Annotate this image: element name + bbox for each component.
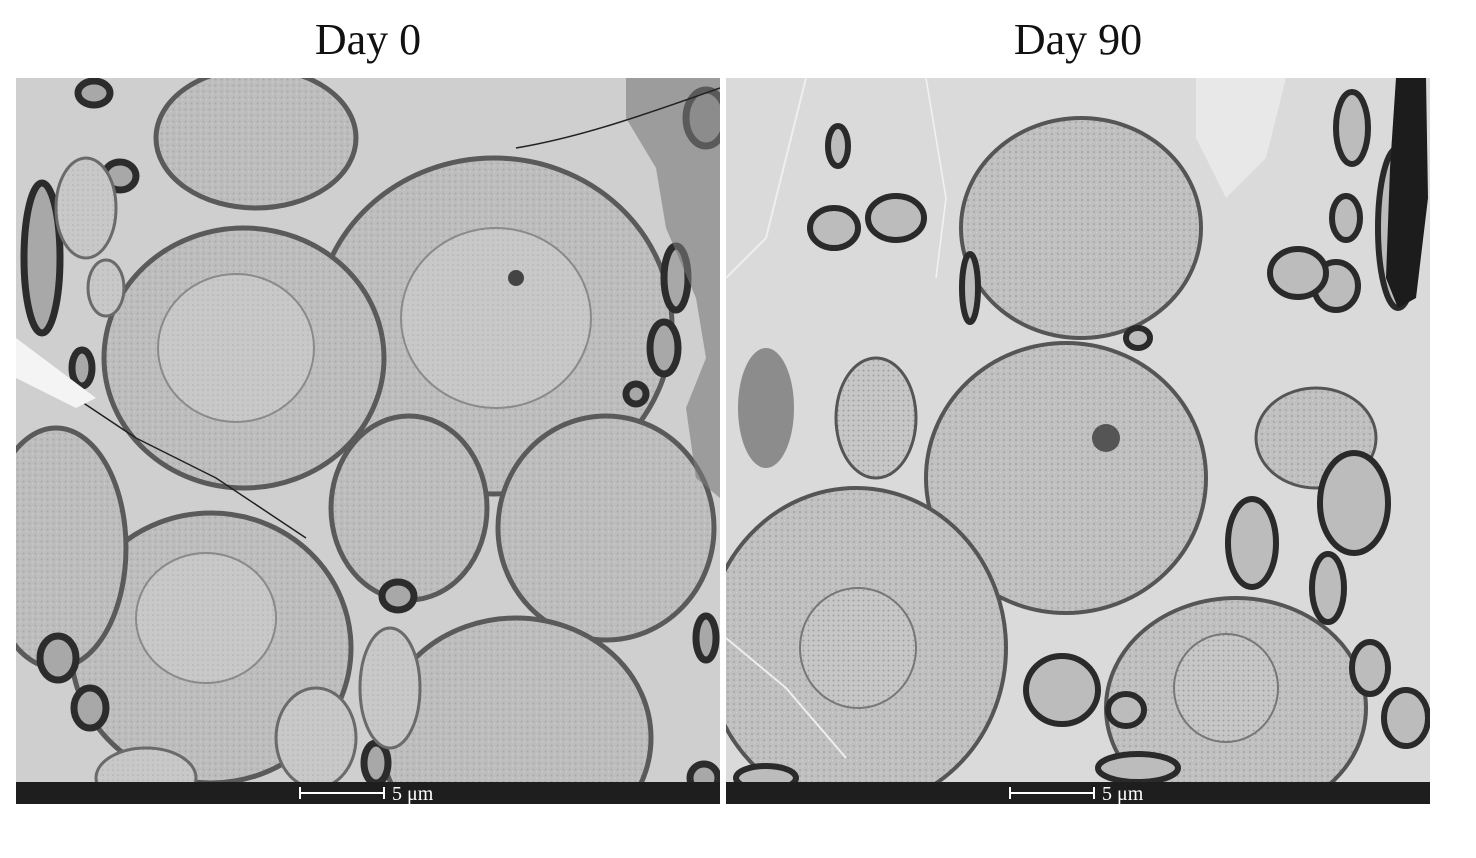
panel-title-day-90: Day 90 — [1013, 15, 1143, 64]
section-crack — [726, 78, 807, 279]
pale-region — [1196, 78, 1286, 198]
scale-bar-label: 5 μm — [1102, 783, 1144, 804]
section-crack — [515, 87, 720, 149]
micrograph-day-0: 5 μm — [16, 78, 720, 804]
section-crack — [925, 78, 947, 279]
panel-title-day-0: Day 0 — [314, 15, 422, 64]
scale-bar — [299, 787, 385, 799]
neuron-cell — [959, 116, 1203, 340]
neuron-cell — [834, 356, 918, 480]
micrograph-day-90: 5 μm — [726, 78, 1430, 804]
white-gap — [16, 338, 96, 408]
dark-tissue-region — [626, 78, 720, 498]
neuron-cell — [153, 78, 359, 211]
neuron-cell — [495, 413, 717, 643]
neuron-cell — [924, 341, 1208, 615]
neuron-cell — [328, 413, 490, 603]
neuron-cell — [101, 225, 387, 491]
section-crack — [726, 637, 847, 759]
dark-axon — [1386, 78, 1428, 308]
dark-tissue-region — [738, 348, 794, 468]
scale-bar-label: 5 μm — [392, 783, 434, 804]
panel-divider — [720, 78, 726, 804]
neuron-cell — [1104, 596, 1368, 804]
scale-bar — [1009, 787, 1095, 799]
neuron-cell — [726, 486, 1008, 804]
